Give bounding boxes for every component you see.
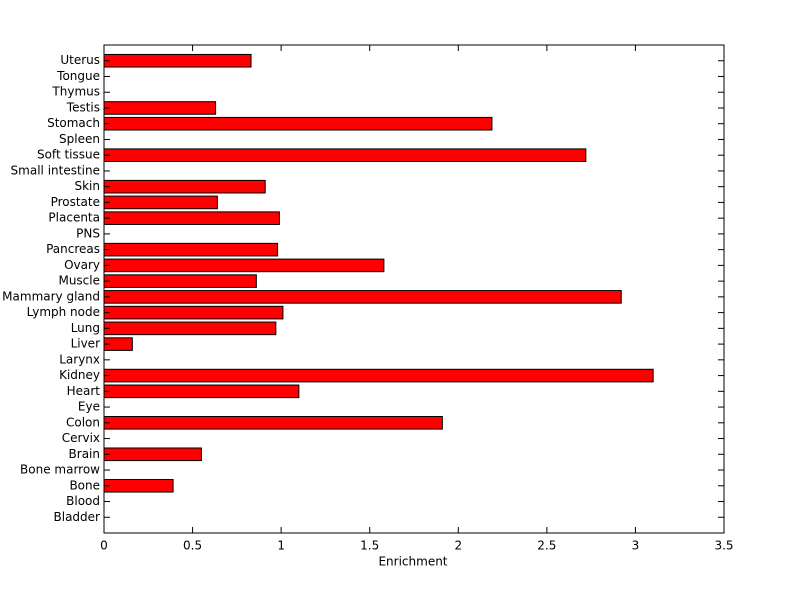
y-tick-label: Ovary <box>64 258 100 272</box>
bar <box>103 148 587 162</box>
y-tick-label: Skin <box>74 179 100 193</box>
bar <box>103 211 280 225</box>
bar <box>103 447 202 462</box>
y-tick-label: Lung <box>71 321 100 335</box>
y-tick-label: Stomach <box>47 116 100 130</box>
y-tick-label: Eye <box>78 400 100 414</box>
y-tick-label: Heart <box>67 384 101 398</box>
y-tick-label: Kidney <box>59 368 100 382</box>
bar <box>103 368 654 383</box>
y-tick-label: Mammary gland <box>2 289 100 303</box>
y-tick-label: Uterus <box>60 53 100 67</box>
x-tick-label: 3.5 <box>714 539 733 553</box>
y-tick-label: Thymus <box>51 85 100 99</box>
y-tick-label: Spleen <box>59 132 100 146</box>
bar <box>103 478 174 493</box>
y-tick-label: Tongue <box>56 69 100 83</box>
x-tick-label: 0 <box>100 539 108 553</box>
bar <box>103 179 266 194</box>
bar <box>103 416 443 430</box>
x-tick-label: 1.5 <box>360 539 379 553</box>
x-tick-label: 0.5 <box>183 539 202 553</box>
y-tick-label: Testis <box>66 100 100 114</box>
y-tick-label: Pancreas <box>46 242 100 256</box>
bar <box>103 290 622 304</box>
y-tick-label: Small intestine <box>11 163 100 177</box>
y-tick-label: PNS <box>76 226 100 240</box>
y-tick-label: Muscle <box>58 274 100 288</box>
bar <box>103 53 252 68</box>
x-tick-label: 2 <box>454 539 462 553</box>
x-tick-label: 1 <box>277 539 285 553</box>
bar <box>103 258 385 273</box>
bar <box>103 321 277 336</box>
bar <box>103 274 257 288</box>
x-tick-label: 2.5 <box>537 539 556 553</box>
bar <box>103 242 279 257</box>
bar <box>103 384 300 399</box>
y-tick-label: Bladder <box>54 510 101 524</box>
y-tick-label: Placenta <box>48 211 100 225</box>
y-tick-label: Larynx <box>59 352 100 366</box>
x-tick-label: 3 <box>632 539 640 553</box>
bar <box>103 195 218 210</box>
y-tick-label: Cervix <box>62 431 100 445</box>
y-tick-label: Soft tissue <box>37 148 100 162</box>
y-tick-label: Blood <box>66 494 100 508</box>
y-tick-label: Bone marrow <box>20 463 100 477</box>
bar <box>103 116 493 131</box>
y-tick-label: Liver <box>71 337 101 351</box>
y-tick-label: Brain <box>69 447 100 461</box>
y-tick-label: Lymph node <box>27 305 100 319</box>
bar <box>103 101 217 115</box>
y-tick-label: Bone <box>69 478 100 492</box>
y-tick-label: Prostate <box>51 195 100 209</box>
bar <box>103 305 284 320</box>
y-tick-label: Colon <box>66 415 100 429</box>
x-axis-label: Enrichment <box>378 555 447 569</box>
plot-frame <box>103 44 725 534</box>
